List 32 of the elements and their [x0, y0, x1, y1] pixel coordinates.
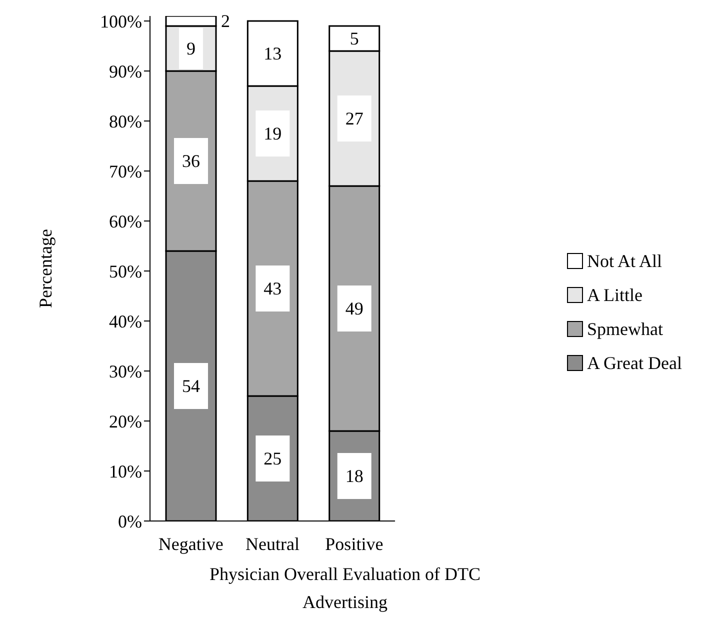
data-label: 27 [345, 108, 364, 128]
y-tick-label: 80% [109, 111, 142, 132]
data-label: 54 [182, 376, 200, 396]
y-tick-label: 40% [109, 311, 142, 332]
x-tick-label: Negative [158, 534, 224, 554]
legend-label: A Little [587, 284, 643, 306]
data-label: 5 [350, 28, 359, 48]
y-tick-label: 60% [109, 211, 142, 232]
data-label: 18 [345, 466, 364, 486]
y-tick-label: 10% [109, 461, 142, 482]
legend-label: A Great Deal [587, 352, 682, 374]
y-tick-label: 0% [118, 511, 142, 532]
y-tick-label: 90% [109, 61, 142, 82]
data-label: 19 [264, 124, 282, 144]
legend-label: Not At All [587, 250, 662, 272]
data-label: 49 [345, 298, 364, 318]
y-tick-label: 30% [109, 361, 142, 382]
data-label: 43 [264, 278, 282, 298]
y-tick-label: 100% [100, 11, 142, 32]
y-tick-label: 50% [109, 261, 142, 282]
x-tick-label: Neutral [246, 534, 300, 554]
y-axis-title: Percentage [35, 229, 56, 308]
data-label: 36 [182, 151, 200, 171]
y-tick-label: 20% [109, 411, 142, 432]
y-tick-label: 70% [109, 161, 142, 182]
legend-label: Spmewhat [587, 318, 664, 340]
data-label: 9 [186, 38, 196, 58]
data-label: 2 [221, 11, 230, 31]
x-tick-label: Positive [325, 534, 384, 554]
data-label: 25 [264, 448, 282, 468]
data-label: 13 [264, 44, 282, 64]
x-axis-title: Physician Overall Evaluation of DTC Advertising [208, 563, 482, 614]
